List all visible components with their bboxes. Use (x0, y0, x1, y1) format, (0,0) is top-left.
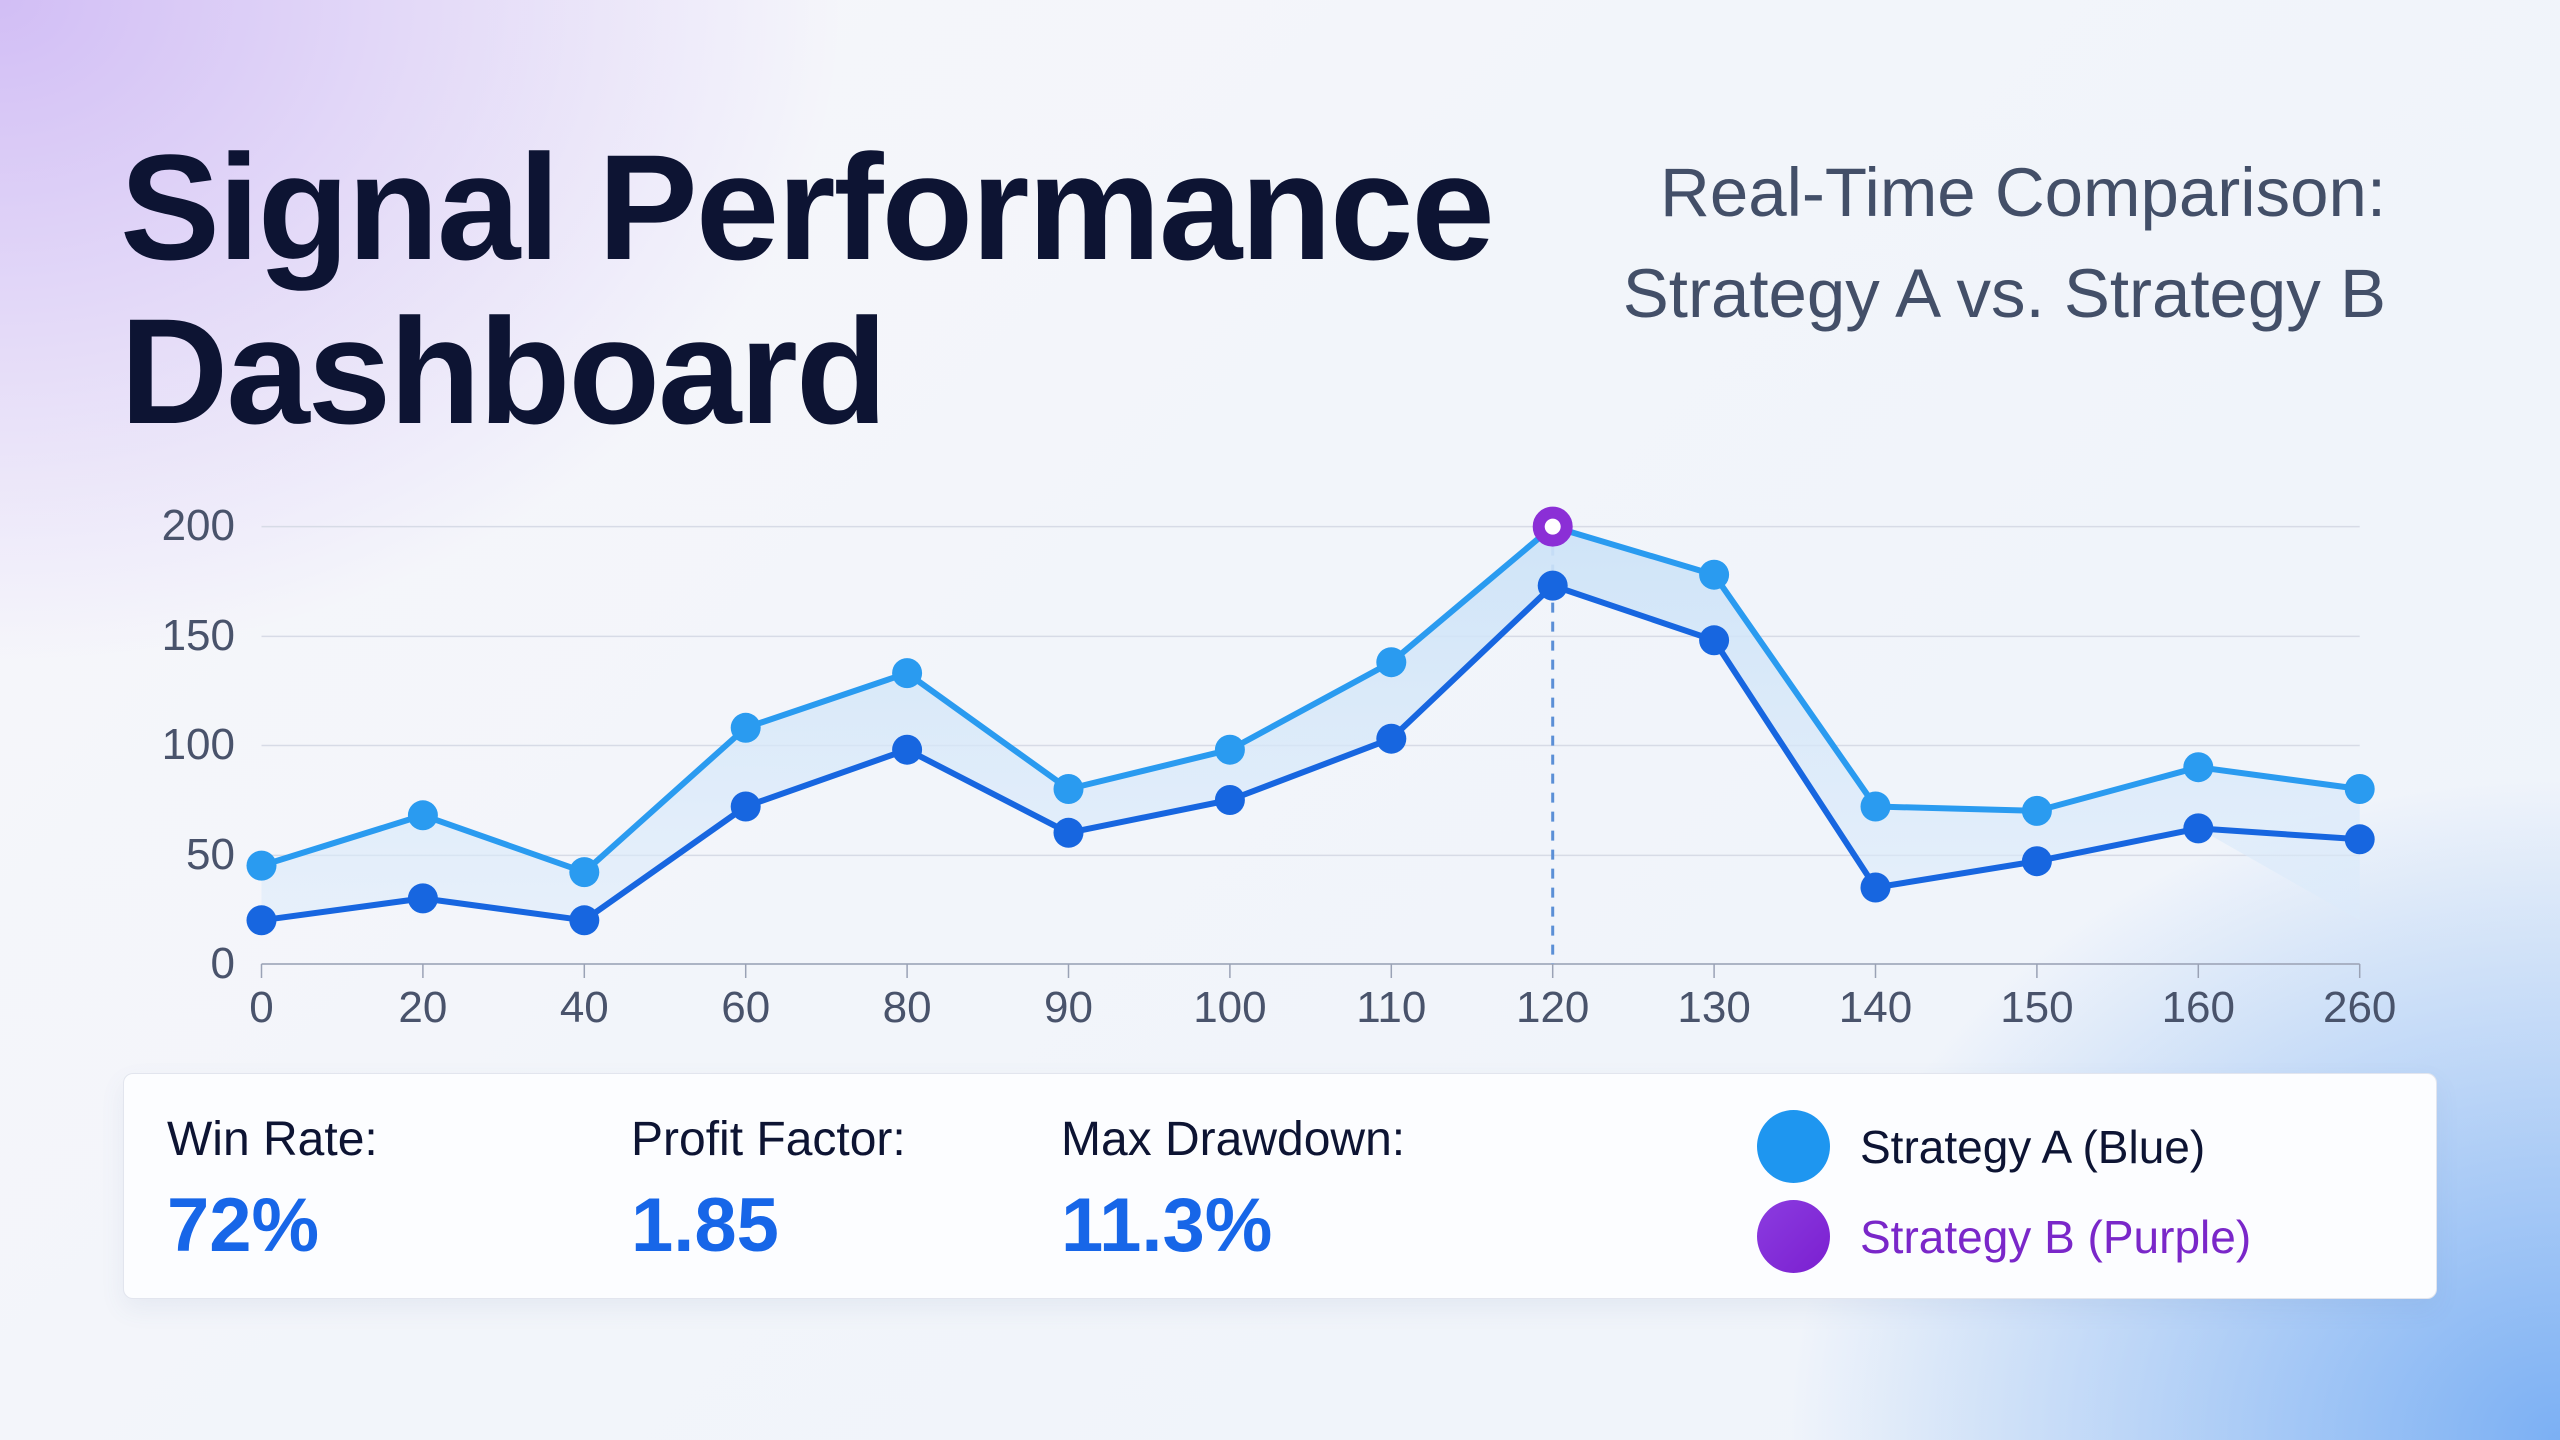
svg-text:90: 90 (1044, 983, 1093, 1032)
svg-text:110: 110 (1356, 983, 1426, 1032)
svg-text:160: 160 (2162, 983, 2235, 1032)
svg-text:260: 260 (2323, 983, 2396, 1032)
svg-text:20: 20 (398, 983, 447, 1032)
svg-text:120: 120 (1516, 983, 1589, 1032)
svg-text:0: 0 (211, 939, 235, 988)
svg-text:60: 60 (721, 983, 770, 1032)
svg-text:100: 100 (162, 720, 235, 769)
svg-text:40: 40 (560, 983, 609, 1032)
svg-text:0: 0 (249, 983, 273, 1032)
svg-text:80: 80 (883, 983, 932, 1032)
svg-text:50: 50 (186, 830, 235, 879)
svg-text:130: 130 (1677, 983, 1750, 1032)
svg-text:140: 140 (1839, 983, 1912, 1032)
svg-text:200: 200 (162, 501, 235, 550)
svg-text:150: 150 (2000, 983, 2073, 1032)
svg-text:150: 150 (162, 611, 235, 660)
svg-text:100: 100 (1193, 983, 1266, 1032)
